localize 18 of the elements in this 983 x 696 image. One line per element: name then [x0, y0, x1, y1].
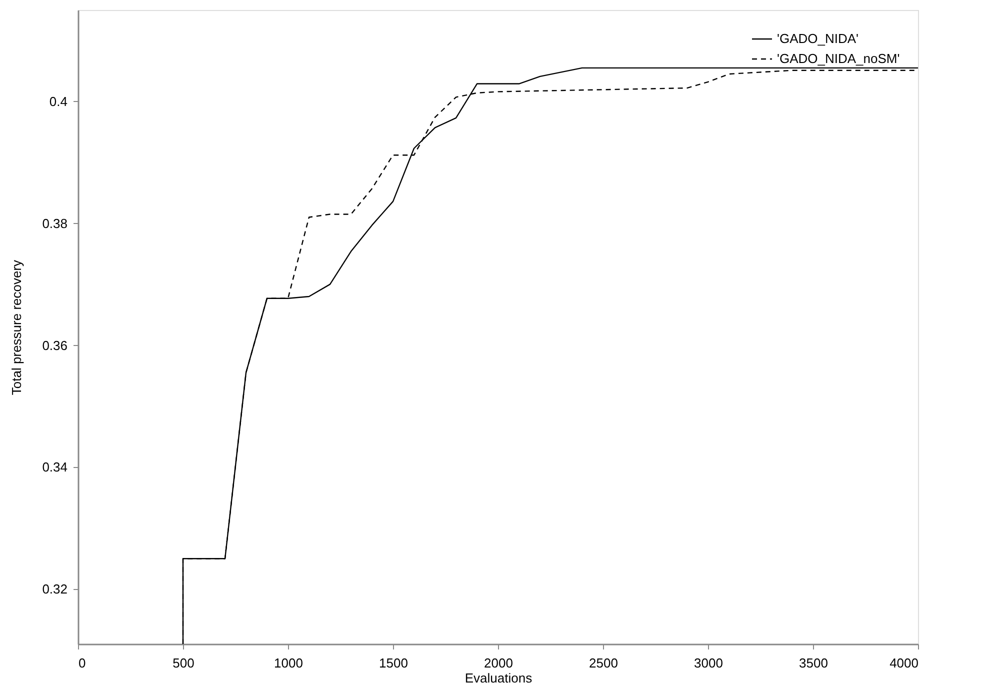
x-tick-label: 0 — [78, 656, 86, 670]
x-tick-label: 1500 — [379, 656, 408, 670]
x-tick-label: 1000 — [274, 656, 303, 670]
x-tick-label: 2000 — [484, 656, 513, 670]
y-tick-label: 0.4 — [49, 94, 68, 109]
y-tick-label: 0.36 — [42, 338, 68, 353]
x-tick-label: 3500 — [799, 656, 828, 670]
x-axis-title: Evaluations — [464, 670, 533, 686]
x-tick-label: 2500 — [589, 656, 618, 670]
y-axis-title: Total pressure recovery — [9, 259, 24, 396]
y-tick-label: 0.34 — [42, 460, 68, 475]
x-tick-label: 4000 — [890, 656, 918, 670]
y-tick-label: 0.38 — [42, 216, 68, 231]
x-tick-label: 3000 — [694, 656, 723, 670]
x-tick-label: 500 — [172, 656, 194, 670]
legend-label: 'GADO_NIDA_noSM' — [777, 51, 900, 66]
legend-label: 'GADO_NIDA' — [777, 31, 859, 46]
y-tick-label: 0.32 — [42, 582, 68, 597]
